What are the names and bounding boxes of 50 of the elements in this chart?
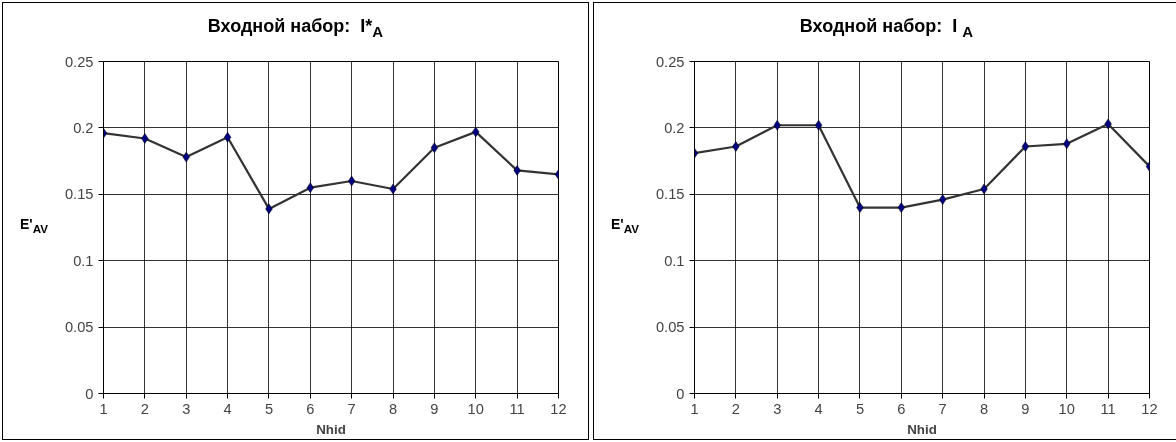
- x-tick-label: 11: [1100, 400, 1116, 417]
- y-tick-label: 0: [676, 385, 685, 402]
- y-tick-label: 0.2: [664, 119, 685, 136]
- y-tick-label: 0.1: [664, 252, 685, 269]
- y-tick-label: 0: [85, 385, 94, 402]
- x-tick-label: 7: [347, 400, 356, 417]
- point: [513, 165, 521, 176]
- y-tick-label: 0.05: [655, 319, 685, 336]
- point: [897, 202, 905, 213]
- x-axis-title: Nhid: [316, 421, 346, 437]
- y-axis-title: E'$_{AV}$: [20, 215, 48, 237]
- point: [1021, 141, 1029, 152]
- point: [939, 194, 947, 205]
- x-tick-label: 4: [223, 400, 232, 417]
- point: [856, 202, 864, 213]
- y-tick-label: 0.1: [73, 252, 94, 269]
- x-tick-label: 12: [1141, 400, 1158, 417]
- x-tick-label: 1: [690, 400, 699, 417]
- point: [732, 141, 740, 152]
- x-tick-label: 8: [388, 400, 398, 417]
- x-tick-label: 11: [509, 400, 525, 417]
- x-tick-label: 1: [99, 400, 108, 417]
- x-tick-label: 5: [264, 400, 274, 417]
- chart-title: Входной набор: I*$_{A}$: [207, 15, 384, 42]
- x-axis-title: Nhid: [907, 421, 937, 437]
- x-tick-label: 7: [938, 400, 947, 417]
- y-axis-title: E'$_{AV}$: [611, 215, 639, 237]
- x-tick-label: 8: [979, 400, 989, 417]
- y-tick-label: 0.15: [655, 186, 685, 203]
- chart-title: Входной набор: I $_{A}$: [799, 15, 974, 42]
- x-tick-label: 4: [814, 400, 823, 417]
- y-tick-label: 0.05: [64, 319, 94, 336]
- point: [141, 133, 149, 144]
- x-tick-label: 12: [550, 400, 567, 417]
- x-tick-label: 10: [467, 400, 484, 417]
- x-tick-label: 10: [1058, 400, 1075, 417]
- y-tick-label: 0.2: [73, 119, 94, 136]
- x-tick-label: 5: [855, 400, 865, 417]
- x-tick-label: 9: [430, 400, 439, 417]
- x-tick-label: 6: [306, 400, 315, 417]
- x-tick-label: 3: [182, 400, 191, 417]
- y-tick-label: 0.25: [655, 53, 685, 70]
- x-tick-label: 2: [731, 400, 740, 417]
- y-tick-label: 0.15: [64, 186, 94, 203]
- x-tick-label: 3: [773, 400, 782, 417]
- x-tick-label: 9: [1021, 400, 1030, 417]
- y-tick-label: 0.25: [64, 53, 94, 70]
- x-tick-label: 6: [897, 400, 906, 417]
- x-tick-label: 2: [140, 400, 149, 417]
- point: [306, 182, 314, 193]
